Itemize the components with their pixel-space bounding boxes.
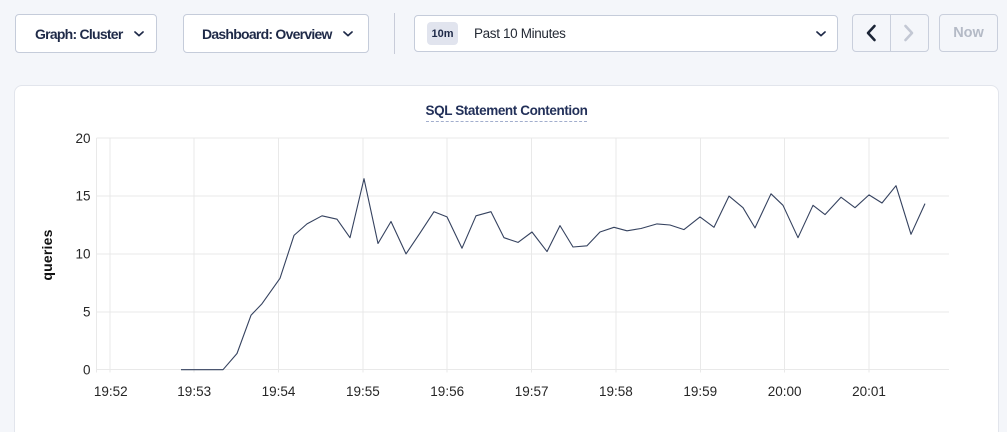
- svg-text:19:59: 19:59: [683, 384, 717, 399]
- svg-text:0: 0: [83, 362, 91, 377]
- svg-text:15: 15: [75, 189, 90, 204]
- svg-text:19:53: 19:53: [177, 384, 211, 399]
- svg-text:10: 10: [75, 247, 90, 262]
- svg-text:19:52: 19:52: [94, 384, 128, 399]
- svg-text:20:00: 20:00: [768, 384, 802, 399]
- svg-text:20:01: 20:01: [852, 384, 886, 399]
- svg-text:5: 5: [83, 305, 91, 320]
- svg-text:19:57: 19:57: [515, 384, 549, 399]
- svg-text:19:58: 19:58: [599, 384, 633, 399]
- svg-text:19:56: 19:56: [430, 384, 464, 399]
- svg-text:19:55: 19:55: [346, 384, 380, 399]
- svg-text:queries: queries: [39, 229, 55, 280]
- svg-text:19:54: 19:54: [262, 384, 296, 399]
- svg-text:20: 20: [75, 131, 90, 146]
